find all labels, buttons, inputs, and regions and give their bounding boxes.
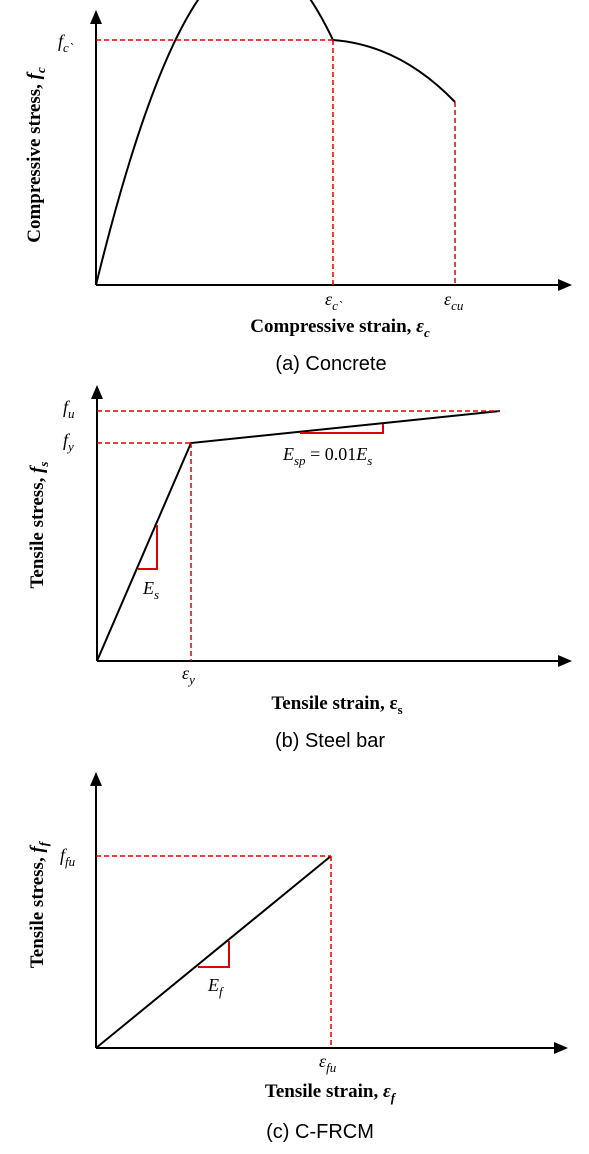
concrete-y-axis-title: Compressive stress, fc: [24, 67, 48, 243]
concrete-ultimate-strain-label: εcu: [444, 289, 464, 313]
frcm-ultimate-stress-label: ffu: [60, 845, 76, 869]
steel-x-axis-title: Tensile strain, εs: [271, 693, 402, 717]
steel-hardening-modulus-label: Esp = 0.01Es: [282, 444, 372, 468]
frcm-y-arrow: [90, 772, 102, 786]
frcm-caption: (c) C-FRCM: [266, 1121, 374, 1143]
panel-frcm: ffu εfu Ef Tensile stress, ff Tensile st…: [27, 772, 568, 1143]
steel-hardening-slope-triangle: [300, 424, 384, 434]
frcm-modulus-label: Ef: [207, 975, 225, 999]
steel-x-arrow: [558, 655, 572, 667]
steel-caption: (b) Steel bar: [275, 730, 385, 752]
concrete-x-axis-title: Compressive strain, εc: [250, 316, 430, 340]
concrete-stress-strain-curve: [95, 0, 456, 286]
steel-yield-strain-label: εy: [182, 663, 195, 687]
frcm-ultimate-strain-label: εfu: [319, 1051, 337, 1075]
steel-elastic-modulus-label: Es: [142, 578, 159, 602]
frcm-x-axis-title: Tensile strain, εf: [265, 1081, 397, 1105]
steel-y-axis-title: Tensile stress, fs: [27, 462, 51, 589]
frcm-slope-triangle: [198, 941, 230, 968]
concrete-y-arrow: [90, 10, 102, 24]
frcm-x-arrow: [554, 1042, 568, 1054]
concrete-x-arrow: [558, 279, 572, 291]
concrete-peak-strain-label: εc`: [325, 289, 343, 313]
steel-y-arrow: [91, 385, 103, 399]
concrete-caption: (a) Concrete: [275, 353, 386, 375]
panel-concrete: fc` εc` εcu Compressive stress, fc Compr…: [24, 0, 572, 375]
frcm-linear-curve: [95, 855, 332, 1049]
panel-steel: fu fy εy Es Esp = 0.01Es Tensile stress,…: [27, 385, 572, 752]
steel-elastic-slope-triangle: [138, 525, 158, 570]
concrete-peak-stress-label: fc`: [58, 31, 74, 55]
frcm-y-axis-title: Tensile stress, ff: [27, 840, 51, 968]
steel-ultimate-stress-label: fu: [63, 397, 75, 421]
steel-yield-stress-label: fy: [63, 430, 74, 454]
